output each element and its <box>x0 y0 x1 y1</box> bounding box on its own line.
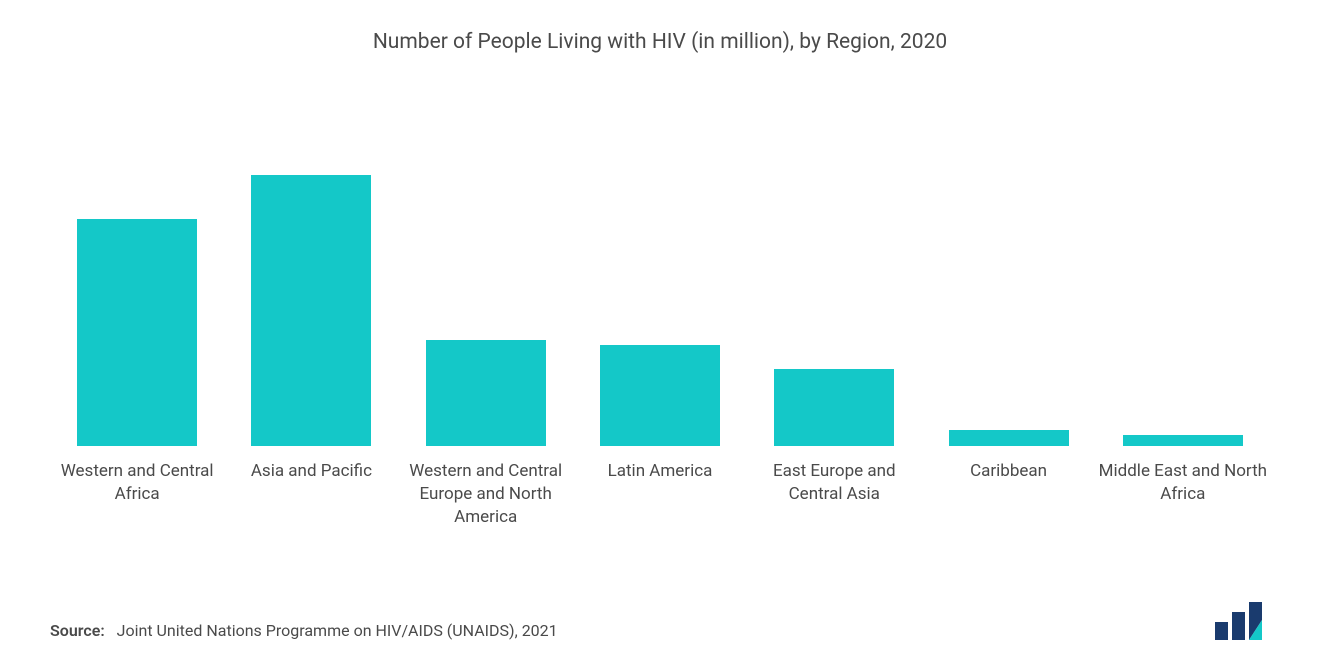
bar <box>426 340 546 446</box>
plot-area: Western and Central Africa Asia and Pacif… <box>40 84 1280 580</box>
bar <box>949 430 1069 446</box>
bar <box>774 369 894 446</box>
bar <box>251 175 371 446</box>
bar-label: East Europe and Central Asia <box>749 460 919 570</box>
bar-group: Caribbean <box>924 430 1094 570</box>
source-value: Joint United Nations Programme on HIV/AI… <box>117 621 558 640</box>
footer-row: Source: Joint United Nations Programme o… <box>40 580 1280 645</box>
bar <box>600 345 720 447</box>
bar-group: East Europe and Central Asia <box>749 369 919 570</box>
bar-label: Asia and Pacific <box>251 460 372 570</box>
bar-label: Western and Central Africa <box>52 460 222 570</box>
bar-group: Western and Central Africa <box>52 219 222 570</box>
bar-label: Latin America <box>608 460 713 570</box>
source-label: Source: <box>50 621 105 640</box>
bar <box>1123 435 1243 446</box>
chart-container: Number of People Living with HIV (in mil… <box>0 0 1320 665</box>
bar-label: Caribbean <box>970 460 1047 570</box>
bar-group: Latin America <box>575 345 745 571</box>
brand-logo-icon <box>1215 600 1270 640</box>
bar-group: Western and Central Europe and North Ame… <box>401 340 571 570</box>
source-text: Source: Joint United Nations Programme o… <box>50 621 558 640</box>
bar-group: Asia and Pacific <box>226 175 396 570</box>
chart-title: Number of People Living with HIV (in mil… <box>40 30 1280 54</box>
bar-group: Middle East and North Africa <box>1098 435 1268 570</box>
bar <box>77 219 197 446</box>
bar-label: Middle East and North Africa <box>1098 460 1268 570</box>
bar-label: Western and Central Europe and North Ame… <box>401 460 571 570</box>
